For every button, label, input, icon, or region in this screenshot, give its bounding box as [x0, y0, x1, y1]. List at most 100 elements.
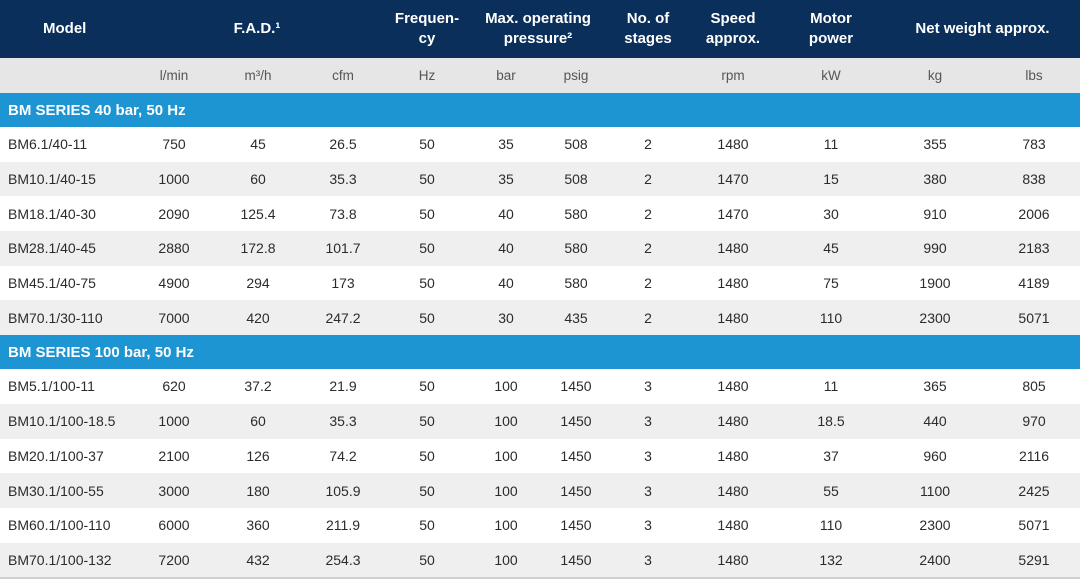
unit-label: bar — [496, 68, 516, 83]
table-cell: 1480 — [717, 482, 749, 499]
table-cell: 100 — [494, 482, 518, 499]
table-cell: 620 — [162, 378, 186, 395]
table-cell: 50 — [419, 205, 435, 222]
table-cell: 580 — [564, 275, 588, 292]
table-cell: 750 — [162, 136, 186, 153]
table-cell: 380 — [923, 171, 947, 188]
table-cell: 2006 — [1018, 205, 1050, 222]
units-row: l/min m³/h cfm Hz bar psig rpm kW kg lbs — [0, 58, 1080, 93]
table-cell: 74.2 — [329, 447, 357, 464]
table-cell: 100 — [494, 413, 518, 430]
table-cell: 2880 — [158, 240, 190, 257]
model-cell: BM20.1/100-37 — [8, 447, 104, 464]
header-pressure: Max. operating pressure² — [485, 10, 591, 47]
table-cell: 35 — [498, 171, 514, 188]
table-cell: 110 — [819, 517, 843, 534]
table-cell: 100 — [494, 517, 518, 534]
model-cell: BM18.1/40-30 — [8, 205, 96, 222]
table-cell: 172.8 — [240, 240, 276, 257]
unit-label: cfm — [332, 68, 354, 83]
header-frequency: Frequen- cy — [394, 10, 460, 47]
table-cell: 30 — [823, 205, 839, 222]
table-cell: 1000 — [158, 413, 190, 430]
table-cell: 2400 — [919, 551, 951, 568]
table-row: BM6.1/40-11 750 45 26.5 50 35 508 2 1480 11 355 783 — [0, 127, 1080, 162]
table-cell: 7200 — [158, 551, 190, 568]
table-cell: 508 — [564, 171, 588, 188]
table-cell: 40 — [498, 275, 514, 292]
table-cell: 1000 — [158, 171, 190, 188]
table-cell: 100 — [494, 447, 518, 464]
table-cell: 1480 — [717, 136, 749, 153]
table-cell: 50 — [419, 482, 435, 499]
table-row: BM10.1/100-18.5 1000 60 35.3 50 100 1450 3 1480 1… — [0, 403, 1080, 439]
table-cell: 1900 — [919, 275, 951, 292]
table-cell: 1450 — [560, 482, 592, 499]
table-cell: 2 — [644, 240, 652, 257]
table-cell: 254.3 — [325, 551, 361, 568]
table-cell: 37.2 — [244, 378, 272, 395]
table-cell: 3 — [644, 482, 652, 499]
table-cell: 50 — [419, 378, 435, 395]
table-cell: 1450 — [560, 551, 592, 568]
table-row: BM60.1/100-110 6000 360 211.9 50 100 1450 3 1480… — [0, 507, 1080, 543]
unit-label: l/min — [159, 68, 189, 83]
table-cell: 50 — [419, 309, 435, 326]
table-cell: 50 — [419, 240, 435, 257]
table-cell: 1480 — [717, 447, 749, 464]
table-cell: 432 — [246, 551, 270, 568]
section-title: BM SERIES 40 bar, 50 Hz — [8, 101, 186, 119]
table-cell: 1100 — [919, 482, 951, 499]
header-stages: No. of stages — [624, 10, 672, 47]
unit-label: rpm — [721, 68, 745, 83]
table-cell: 73.8 — [329, 205, 357, 222]
table-cell: 5071 — [1018, 517, 1050, 534]
table-cell: 2 — [644, 275, 652, 292]
table-cell: 910 — [923, 205, 947, 222]
table-cell: 1480 — [717, 240, 749, 257]
table-cell: 2116 — [1018, 447, 1050, 464]
table-cell: 3 — [644, 517, 652, 534]
table-row: BM20.1/100-37 2100 126 74.2 50 100 1450 3 1480 37… — [0, 438, 1080, 474]
table-cell: 60 — [250, 413, 266, 430]
table-cell: 75 — [823, 275, 839, 292]
table-cell: 50 — [419, 447, 435, 464]
table-cell: 805 — [1022, 378, 1046, 395]
table-cell: 3 — [644, 378, 652, 395]
header-fad: F.A.D.¹ — [233, 20, 281, 37]
table-cell: 2183 — [1018, 240, 1050, 257]
table-cell: 45 — [250, 136, 266, 153]
table-row: BM30.1/100-55 3000 180 105.9 50 100 1450 3 1480 5… — [0, 473, 1080, 508]
unit-label: Hz — [418, 68, 436, 83]
table-cell: 1480 — [717, 551, 749, 568]
model-cell: BM30.1/100-55 — [8, 482, 104, 499]
table-cell: 1450 — [560, 517, 592, 534]
table-cell: 4189 — [1018, 275, 1050, 292]
table-cell: 211.9 — [326, 517, 360, 534]
table-row: BM45.1/40-75 4900 294 173 50 40 580 2 1480 75 1900… — [0, 265, 1080, 301]
unit-label: m³/h — [244, 68, 272, 83]
unit-label: psig — [563, 68, 589, 83]
table-cell: 18.5 — [817, 413, 845, 430]
unit-label: kW — [821, 68, 841, 83]
table-cell: 50 — [419, 413, 435, 430]
table-cell: 2 — [644, 136, 652, 153]
table-cell: 1480 — [717, 378, 749, 395]
table-cell: 11 — [823, 378, 839, 395]
table-row: BM70.1/100-132 7200 432 254.3 50 100 1450 3 1480… — [0, 542, 1080, 578]
model-cell: BM10.1/100-18.5 — [8, 413, 116, 430]
model-cell: BM28.1/40-45 — [8, 240, 96, 257]
table-row: BM28.1/40-45 2880 172.8 101.7 50 40 580 2 1480 45… — [0, 231, 1080, 266]
table-cell: 508 — [564, 136, 588, 153]
table-cell: 6000 — [158, 517, 190, 534]
table-cell: 101.7 — [325, 240, 361, 257]
model-cell: BM5.1/100-11 — [8, 378, 95, 395]
table-cell: 30 — [498, 309, 514, 326]
table-cell: 2100 — [158, 447, 190, 464]
model-cell: BM70.1/100-132 — [8, 551, 112, 568]
table-row: BM10.1/40-15 1000 60 35.3 50 35 508 2 1470 15 380 8… — [0, 161, 1080, 197]
table-cell: 435 — [564, 309, 588, 326]
table-cell: 50 — [419, 517, 435, 534]
table-cell: 7000 — [158, 309, 190, 326]
